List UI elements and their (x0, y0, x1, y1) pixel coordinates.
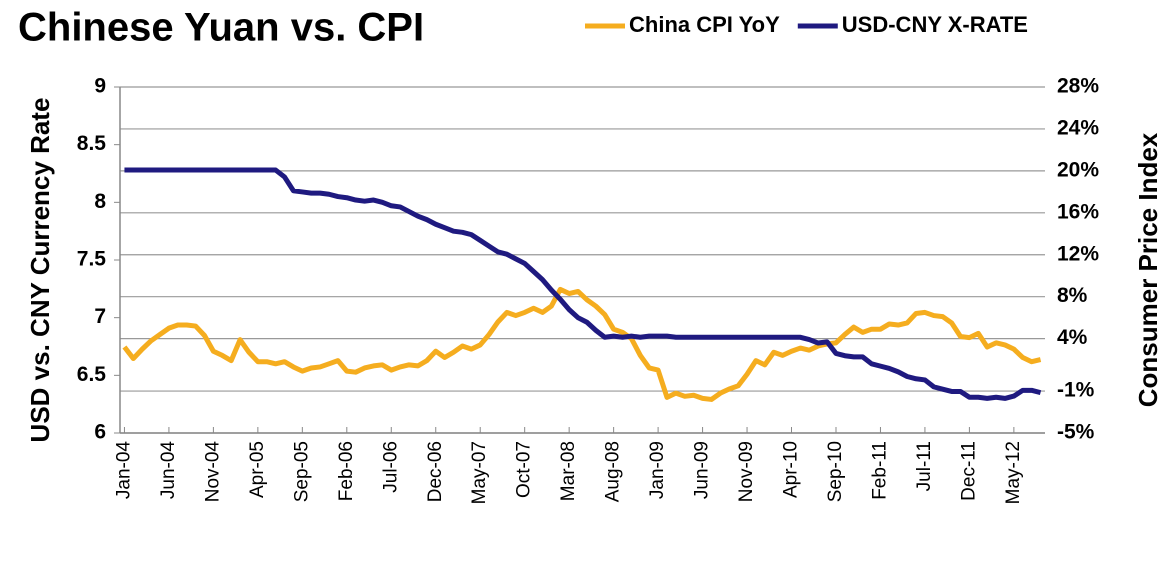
y2-tick-label: 16% (1057, 200, 1099, 223)
x-tick-label: Jan-09 (647, 441, 668, 499)
x-tick-label: Dec-06 (425, 441, 446, 502)
legend-label: USD-CNY X-RATE (842, 12, 1028, 37)
y2-tick-label: 28% (1057, 75, 1099, 98)
y2-tick-label: 20% (1057, 158, 1099, 181)
series-line (122, 286, 1042, 402)
y-axis-label: USD vs. CNY Currency Rate (25, 98, 55, 443)
y2-tick-label: -1% (1057, 379, 1095, 402)
x-tick-label: Sep-05 (291, 441, 312, 502)
y-tick-label: 7 (94, 305, 106, 328)
y2-tick-label: -5% (1057, 421, 1095, 444)
y2-tick-label: 8% (1057, 284, 1088, 307)
y-tick-label: 8.5 (77, 132, 107, 155)
x-tick-label: May-12 (1003, 441, 1024, 504)
y-tick-label: 9 (94, 75, 106, 98)
y-tick-label: 8 (94, 190, 106, 213)
x-tick-label: Oct-07 (514, 441, 535, 498)
x-tick-label: Aug-08 (603, 441, 624, 502)
x-tick-label: May-07 (469, 441, 490, 504)
x-tick-label: Jun-04 (158, 441, 179, 500)
x-tick-label: Jul-11 (914, 441, 935, 491)
y2-tick-label: 4% (1057, 326, 1088, 349)
y2-tick-label: 24% (1057, 116, 1099, 139)
x-tick-label: Nov-09 (736, 441, 757, 502)
y2-axis-label: Consumer Price Index (1133, 132, 1163, 407)
legend-label: China CPI YoY (629, 12, 780, 37)
x-tick-label: Apr-05 (247, 441, 268, 498)
y2-tick-label: 12% (1057, 242, 1099, 265)
y-tick-label: 7.5 (77, 248, 107, 271)
x-tick-label: Jan-04 (113, 441, 134, 500)
x-tick-label: Feb-11 (869, 441, 890, 500)
chart-title: Chinese Yuan vs. CPI (18, 6, 424, 50)
x-tick-label: Jun-09 (692, 441, 713, 499)
x-tick-label: Dec-11 (958, 441, 979, 501)
x-tick-label: Nov-04 (202, 441, 223, 503)
y-tick-label: 6 (94, 421, 106, 444)
series-line (124, 167, 1042, 401)
x-tick-label: Jul-06 (380, 441, 401, 493)
y-tick-label: 6.5 (77, 363, 107, 386)
x-tick-label: Mar-08 (558, 441, 579, 501)
x-tick-label: Sep-10 (825, 441, 846, 502)
x-tick-label: Apr-10 (781, 441, 802, 498)
x-tick-label: Feb-06 (336, 441, 357, 501)
